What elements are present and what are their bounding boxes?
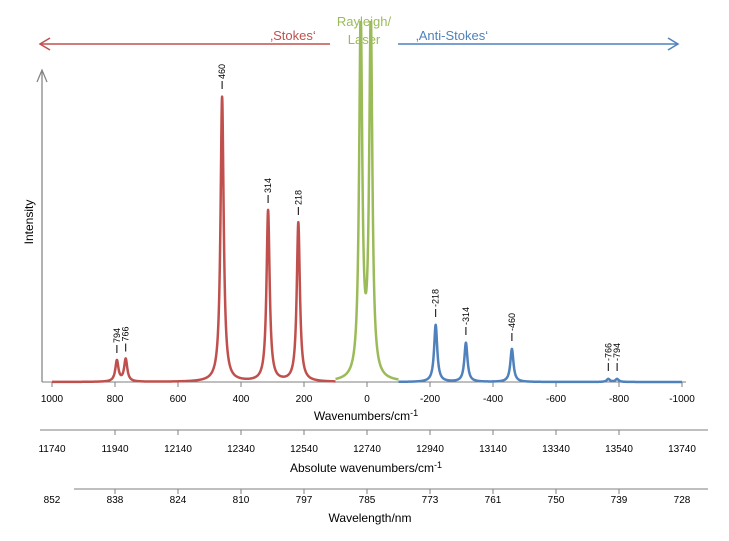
rayleigh-label-line1: Rayleigh/ xyxy=(337,14,392,29)
wavelength-tick-label: 838 xyxy=(107,495,124,506)
x-tick-label: 200 xyxy=(296,394,313,405)
x-tick-label: 600 xyxy=(170,394,187,405)
x-tick-label: -1000 xyxy=(669,394,695,405)
absolute-tick-label: 12140 xyxy=(164,444,192,455)
wavelength-ticks: 852 838 824 810 797 785 773 761 750 739 728 xyxy=(44,489,691,506)
wavelength-tick-label: 773 xyxy=(422,495,439,506)
wavelength-tick-label: 797 xyxy=(296,495,313,506)
peak-label: 218 xyxy=(293,190,303,205)
stokes-label: ‚Stokes‘ xyxy=(270,28,316,43)
x-tick-label: 1000 xyxy=(41,394,64,405)
absolute-axis-label-text: Absolute wavenumbers/cm xyxy=(290,461,434,475)
x-tick-label: -800 xyxy=(609,394,629,405)
peak-label: 794 xyxy=(112,328,122,343)
wavelength-axis-label: Wavelength/nm xyxy=(329,511,412,525)
x-axis-ticks: 1000 800 600 400 200 0 -200 -400 -600 -800 -1000 xyxy=(41,382,695,405)
wavelength-tick-label: 739 xyxy=(611,495,628,506)
peak-label: -218 xyxy=(431,289,441,307)
wavelength-tick-label: 761 xyxy=(485,495,502,506)
antistokes-arrow-head xyxy=(667,37,680,51)
peak-label: 460 xyxy=(217,64,227,79)
absolute-tick-label: 11940 xyxy=(101,444,129,455)
antistokes-label: ‚Anti-Stokes‘ xyxy=(416,28,488,43)
y-axis-label: Intensity xyxy=(22,200,36,245)
absolute-tick-label: 13340 xyxy=(542,444,570,455)
absolute-tick-label: 12540 xyxy=(290,444,318,455)
wavelength-tick-label: 785 xyxy=(359,495,376,506)
stokes-arrow-head xyxy=(38,37,51,51)
x-tick-label: -400 xyxy=(483,394,503,405)
x-tick-label: 800 xyxy=(107,394,124,405)
peak-label: -794 xyxy=(612,343,622,361)
wavelength-tick-label: 824 xyxy=(170,495,187,506)
peak-label: 766 xyxy=(121,326,131,341)
peak-label: -766 xyxy=(603,343,613,361)
wavelength-tick-label: 728 xyxy=(674,495,691,506)
absolute-tick-label: 12940 xyxy=(416,444,444,455)
peak-label: -314 xyxy=(461,307,471,325)
absolute-axis-label-sup: -1 xyxy=(434,460,442,470)
x-axis-label-sup: -1 xyxy=(410,408,418,418)
x-tick-label: -600 xyxy=(546,394,566,405)
x-tick-label: -200 xyxy=(420,394,440,405)
absolute-wavenumber-ticks: 11740 11940 12140 12340 12540 12740 12940 13140… xyxy=(38,430,696,455)
wavelength-tick-label: 750 xyxy=(548,495,565,506)
absolute-tick-label: 13740 xyxy=(668,444,696,455)
absolute-wavenumber-axis-label: Absolute wavenumbers/cm-1 xyxy=(290,460,442,475)
stokes-series-line xyxy=(50,95,337,384)
rayleigh-label-line2: Laser xyxy=(348,32,381,47)
x-axis-label: Wavenumbers/cm-1 xyxy=(314,408,418,423)
x-tick-label: 0 xyxy=(364,394,370,405)
wavelength-tick-label: 810 xyxy=(233,495,250,506)
absolute-tick-label: 12340 xyxy=(227,444,255,455)
wavelength-tick-label: 852 xyxy=(44,495,61,506)
series-layer xyxy=(50,20,684,384)
rayleigh-series-line xyxy=(334,20,400,381)
absolute-tick-label: 13140 xyxy=(479,444,507,455)
absolute-tick-label: 12740 xyxy=(353,444,381,455)
peak-label: 314 xyxy=(263,178,273,193)
x-axis-label-text: Wavenumbers/cm xyxy=(314,409,410,423)
antistokes-series-line xyxy=(397,323,684,384)
x-tick-label: 400 xyxy=(233,394,250,405)
peak-label: -460 xyxy=(507,313,517,331)
y-axis-arrow-head xyxy=(36,68,48,83)
absolute-tick-label: 11740 xyxy=(38,444,66,455)
absolute-tick-label: 13540 xyxy=(605,444,633,455)
